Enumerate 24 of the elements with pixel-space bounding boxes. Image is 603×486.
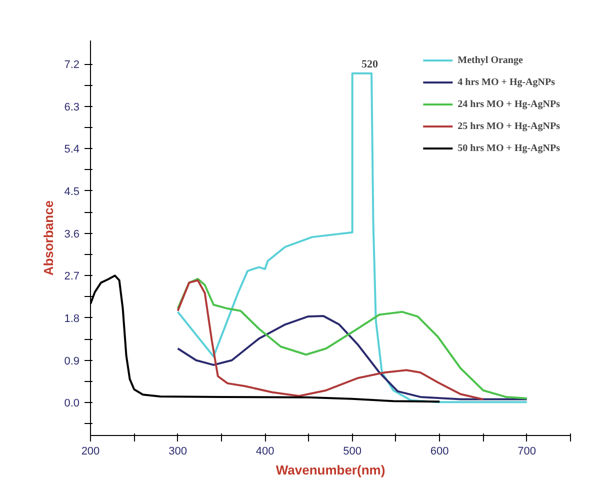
x-axis-title: Wavenumber(nm)	[276, 462, 386, 478]
line-series	[176, 315, 528, 400]
y-axis-title: Absorbance	[41, 200, 56, 276]
legend-label: 50 hrs MO + Hg-AgNPs	[458, 142, 560, 154]
legend-label: 24 hrs MO + Hg-AgNPs	[458, 98, 560, 110]
x-tick-label: 500	[343, 446, 362, 458]
x-tick-label: 400	[256, 446, 274, 458]
y-tick-label: 0.0	[64, 398, 80, 410]
y-tick-label: 1.8	[64, 312, 80, 325]
y-tick-label: 7.2	[64, 59, 80, 72]
legend-label: Methyl Orange	[458, 54, 523, 66]
y-tick-label: 5.4	[64, 144, 80, 156]
x-tick-label: 300	[168, 446, 187, 458]
x-tick-label: 700	[518, 446, 536, 458]
x-tick-label: 200	[81, 446, 100, 458]
y-tick-label: 4.5	[64, 186, 80, 198]
legend-label: 25 hrs MO + Hg-AgNPs	[458, 120, 560, 132]
y-tick-label: 0.9	[64, 355, 80, 368]
y-tick-label: 3.6	[64, 228, 80, 240]
y-tick-label: 6.3	[64, 101, 80, 114]
y-tick-label: 2.7	[64, 270, 80, 283]
x-tick-label: 600	[430, 446, 449, 458]
annotation: 520	[362, 58, 379, 70]
legend-label: 4 hrs MO + Hg-AgNPs	[458, 76, 555, 88]
